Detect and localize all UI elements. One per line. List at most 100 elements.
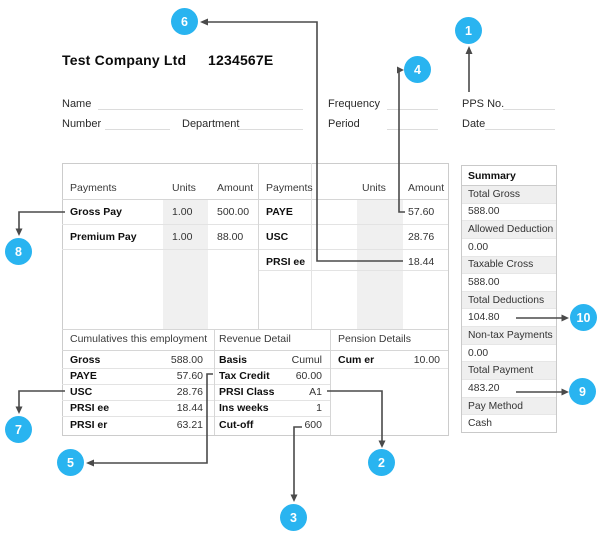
deduction-row-amount: 28.76	[408, 231, 435, 243]
deduction-row-label: PAYE	[266, 206, 293, 218]
connector-line-2	[327, 390, 383, 441]
payment-row-amount: 88.00	[217, 231, 244, 243]
callout-badge-9: 9	[569, 378, 596, 405]
number-field-underline	[105, 129, 170, 130]
payment-row-units: 1.00	[172, 206, 193, 218]
callout-badge-1: 1	[455, 17, 482, 44]
callout-badge-7: 7	[5, 416, 32, 443]
bottom-row-line-3	[62, 400, 330, 401]
payment-row-label: Premium Pay	[70, 231, 137, 243]
arrowhead-right-9	[561, 388, 569, 396]
callout-badge-4: 4	[404, 56, 431, 83]
cumulative-row-value: 57.60	[176, 370, 203, 382]
summary-label: Non-tax Payments	[462, 327, 556, 345]
connector-line-8	[18, 211, 65, 229]
left-col-header-payments: Payments	[70, 182, 117, 194]
name-field-underline	[98, 109, 303, 110]
summary-label: Taxable Cross	[462, 256, 556, 275]
company-name: Test Company Ltd	[62, 52, 187, 68]
payment-row-units: 1.00	[172, 231, 193, 243]
arrowhead-up-1	[465, 46, 473, 54]
callout-badge-8: 8	[5, 238, 32, 265]
summary-label: Total Gross	[462, 186, 556, 204]
field-label-date: Date	[462, 118, 486, 130]
section-divider	[62, 329, 448, 330]
cumulative-row-value: 28.76	[176, 386, 203, 398]
summary-label: Total Deductions	[462, 291, 556, 310]
cumulative-row-label: PAYE	[70, 370, 97, 382]
revenue-row-label: Ins weeks	[219, 402, 269, 414]
revenue-row-value: 60.00	[295, 370, 322, 382]
period-field-underline	[387, 129, 438, 130]
summary-title: Summary	[462, 166, 556, 186]
arrowhead-right-4	[397, 66, 404, 74]
frequency-field-underline	[387, 109, 438, 110]
cumulatives-title: Cumulatives this employment	[70, 333, 208, 345]
revenue-pension-divider	[330, 329, 331, 435]
payments-header-underline	[62, 199, 448, 200]
callout-badge-2: 2	[368, 449, 395, 476]
row-line-2	[62, 249, 448, 250]
revenue-row-label: PRSI Class	[219, 386, 275, 398]
summary-value: 588.00	[462, 204, 556, 222]
revenue-row-value: Cumul	[291, 354, 322, 366]
field-label-frequency: Frequency	[328, 98, 380, 110]
cumulatives-revenue-divider	[214, 329, 215, 435]
table-border-right	[448, 163, 449, 436]
row-line-1	[62, 224, 448, 225]
summary-value: 0.00	[462, 239, 556, 257]
right-col-header-units: Units	[362, 182, 386, 194]
table-border-top	[62, 163, 449, 164]
arrowhead-left-5	[86, 459, 94, 467]
deduction-row-amount: 57.60	[408, 206, 435, 218]
summary-value: 588.00	[462, 274, 556, 292]
field-label-pps-no: PPS No.	[462, 98, 505, 110]
deduction-row-amount: 18.44	[408, 256, 435, 268]
callout-badge-6: 6	[171, 8, 198, 35]
right-col-header-payments: Payments	[266, 182, 313, 194]
summary-value: 104.80	[462, 309, 556, 328]
revenue-row-label: Tax Credit	[219, 370, 270, 382]
arrowhead-right-10	[561, 314, 569, 322]
pension-details-title: Pension Details	[338, 333, 411, 345]
cumulative-row-label: Gross	[70, 354, 101, 366]
payment-row-amount: 500.00	[217, 206, 250, 218]
pps-field-underline	[503, 109, 555, 110]
left-col-header-units: Units	[172, 182, 196, 194]
pension-row-label: Cum er	[338, 354, 375, 366]
field-label-number: Number	[62, 118, 102, 130]
pension-row-value: 10.00	[413, 354, 440, 366]
revenue-row-value: A1	[309, 386, 322, 398]
cumulative-row-label: PRSI ee	[70, 402, 110, 414]
arrowhead-down-3	[290, 494, 298, 502]
cumulative-row-label: USC	[70, 386, 93, 398]
cumulative-row-label: PRSI er	[70, 419, 108, 431]
units-column-shade-left	[163, 200, 208, 329]
revenue-detail-title: Revenue Detail	[219, 333, 291, 345]
summary-value: Cash	[468, 418, 493, 430]
company-registration-number: 1234567E	[208, 52, 274, 68]
callout-badge-3: 3	[280, 504, 307, 531]
table-border-left	[62, 163, 63, 436]
bottom-row-line-1	[62, 368, 448, 369]
summary-label: Total Payment	[462, 362, 556, 381]
bottom-row-line-2	[62, 384, 330, 385]
arrowhead-down-8	[15, 228, 23, 236]
field-label-period: Period	[328, 118, 360, 130]
bottom-header-underline	[62, 350, 448, 351]
connector-line-7	[18, 390, 65, 407]
revenue-row-label: Basis	[219, 354, 248, 366]
callout-badge-10: 10	[570, 304, 597, 331]
deduction-row-label: USC	[266, 231, 289, 243]
arrowhead-down-7	[15, 406, 23, 414]
cumulative-row-value: 63.21	[176, 419, 203, 431]
field-label-department: Department	[182, 118, 240, 130]
revenue-row-value: 600	[304, 419, 322, 431]
summary-label: Allowed Deduction	[462, 221, 556, 239]
date-field-underline	[485, 129, 555, 130]
row-line-3	[258, 270, 448, 271]
connector-line-4	[398, 70, 405, 213]
summary-panel: Summary Total Gross 588.00 Allowed Deduc…	[461, 165, 557, 433]
table-border-bottom	[62, 435, 449, 436]
